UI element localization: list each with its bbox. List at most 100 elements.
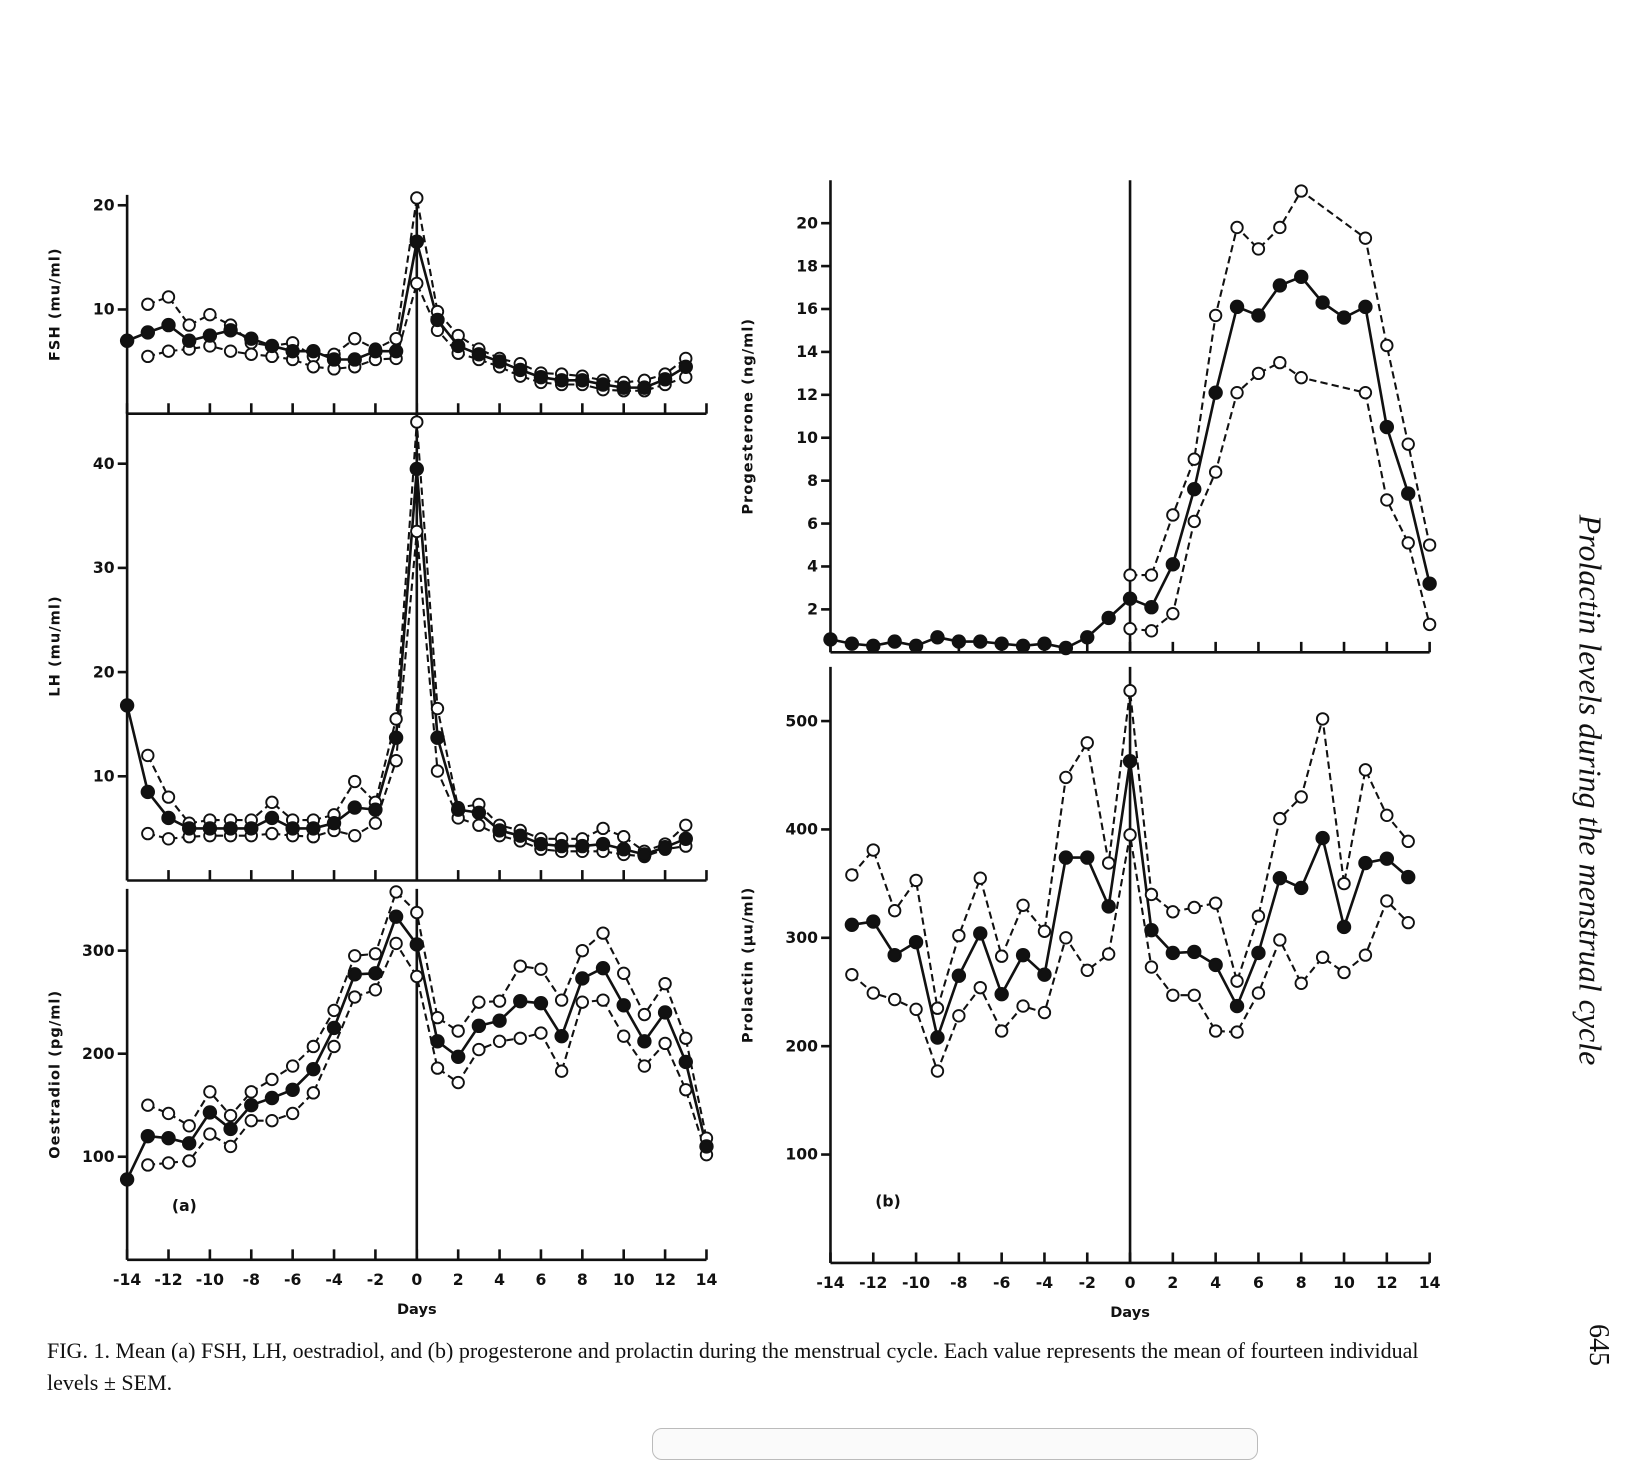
sem-marker xyxy=(1273,811,1287,826)
mean-marker xyxy=(306,1061,321,1077)
mean-marker xyxy=(223,1121,238,1137)
sem-marker xyxy=(1187,900,1201,915)
sem-marker xyxy=(161,344,176,358)
x-tick-label: -10 xyxy=(902,1273,930,1292)
sem-marker xyxy=(596,926,610,940)
mean-marker xyxy=(616,380,631,395)
series-line xyxy=(126,241,687,389)
mean-marker xyxy=(930,1030,945,1045)
y-tick-label: 200 xyxy=(785,1036,818,1055)
sem-marker xyxy=(1166,905,1180,919)
sem-marker xyxy=(1144,624,1159,638)
x-tick-label: 8 xyxy=(1296,1273,1307,1292)
sem-marker xyxy=(1358,948,1373,962)
series-line xyxy=(147,941,708,1166)
sem-marker xyxy=(265,826,279,841)
y-tick-label: 20 xyxy=(93,662,115,681)
mean-marker xyxy=(140,784,156,800)
y-tick-label: 300 xyxy=(82,941,115,960)
sem-marker xyxy=(534,962,548,976)
mean-marker xyxy=(1101,610,1116,626)
sem-marker xyxy=(658,1036,672,1051)
mean-marker xyxy=(409,234,424,249)
mean-marker xyxy=(285,343,300,359)
series-line xyxy=(147,890,708,1139)
sem-marker xyxy=(182,1119,196,1133)
mean-marker xyxy=(678,1054,693,1070)
y-axis-label: FSH (mu/ml) xyxy=(46,247,63,361)
mean-marker xyxy=(678,359,693,374)
sem-marker xyxy=(348,829,362,843)
mean-marker xyxy=(1229,998,1245,1014)
mean-marker xyxy=(575,971,590,986)
mean-marker xyxy=(887,947,902,963)
mean-marker xyxy=(1379,851,1395,866)
sem-marker xyxy=(909,873,923,888)
mean-marker xyxy=(887,634,902,649)
sem-marker xyxy=(1273,220,1287,235)
sem-marker xyxy=(265,1072,279,1087)
mean-marker xyxy=(306,821,321,836)
mean-marker xyxy=(140,1128,156,1144)
mean-marker xyxy=(244,1098,259,1113)
x-tick-label: 6 xyxy=(536,1270,547,1289)
sem-marker xyxy=(161,1156,176,1170)
mean-marker xyxy=(1122,753,1138,769)
x-tick-label: -14 xyxy=(113,1270,141,1289)
x-tick-label: 12 xyxy=(654,1270,676,1289)
sem-marker xyxy=(1294,370,1308,385)
y-tick-label: 16 xyxy=(796,299,818,318)
sem-marker xyxy=(845,967,859,982)
sem-marker xyxy=(203,308,217,322)
sem-marker xyxy=(472,818,486,832)
mean-marker xyxy=(930,630,945,645)
sem-marker xyxy=(306,360,321,374)
sem-marker xyxy=(368,816,383,830)
sem-marker xyxy=(1101,856,1116,870)
sem-marker xyxy=(161,1106,176,1121)
sem-marker xyxy=(637,1059,652,1073)
sem-marker xyxy=(306,1086,321,1100)
mean-marker xyxy=(161,1130,176,1146)
sem-marker xyxy=(285,1059,300,1073)
sem-marker xyxy=(1422,617,1437,632)
sem-marker xyxy=(887,992,902,1007)
sem-marker xyxy=(389,712,403,726)
x-tick-label: -8 xyxy=(243,1270,260,1289)
x-tick-label: -14 xyxy=(816,1273,844,1292)
sem-marker xyxy=(410,276,424,291)
sem-marker xyxy=(658,976,672,991)
sem-marker xyxy=(930,1064,945,1078)
sem-marker xyxy=(1401,834,1415,849)
mean-marker xyxy=(1229,299,1245,315)
x-tick-label: -12 xyxy=(154,1270,182,1289)
sem-marker xyxy=(1208,896,1223,910)
y-tick-label: 18 xyxy=(796,256,818,275)
mean-marker xyxy=(471,347,487,362)
sem-marker xyxy=(389,885,403,899)
sem-marker xyxy=(1401,437,1415,451)
mean-marker xyxy=(1251,308,1266,323)
mean-marker xyxy=(1058,640,1074,656)
mean-marker xyxy=(347,967,362,982)
mean-marker xyxy=(595,960,611,976)
x-tick-label: 0 xyxy=(411,1270,422,1289)
sem-marker xyxy=(410,524,424,539)
mean-marker xyxy=(450,1049,466,1064)
sem-marker xyxy=(1016,999,1030,1013)
sem-marker xyxy=(244,1085,258,1099)
mean-marker xyxy=(450,802,466,817)
sem-marker xyxy=(141,1098,155,1112)
sem-marker xyxy=(1358,386,1373,400)
y-axis-label: Progesterone (ng/ml) xyxy=(739,318,756,515)
sem-marker xyxy=(1273,355,1287,370)
sem-marker xyxy=(1187,988,1201,1002)
sem-marker xyxy=(348,949,362,963)
sem-marker xyxy=(265,1114,279,1128)
mean-marker xyxy=(119,698,135,713)
mean-marker xyxy=(866,638,881,654)
sem-marker xyxy=(513,1031,527,1045)
mean-marker xyxy=(368,802,383,817)
